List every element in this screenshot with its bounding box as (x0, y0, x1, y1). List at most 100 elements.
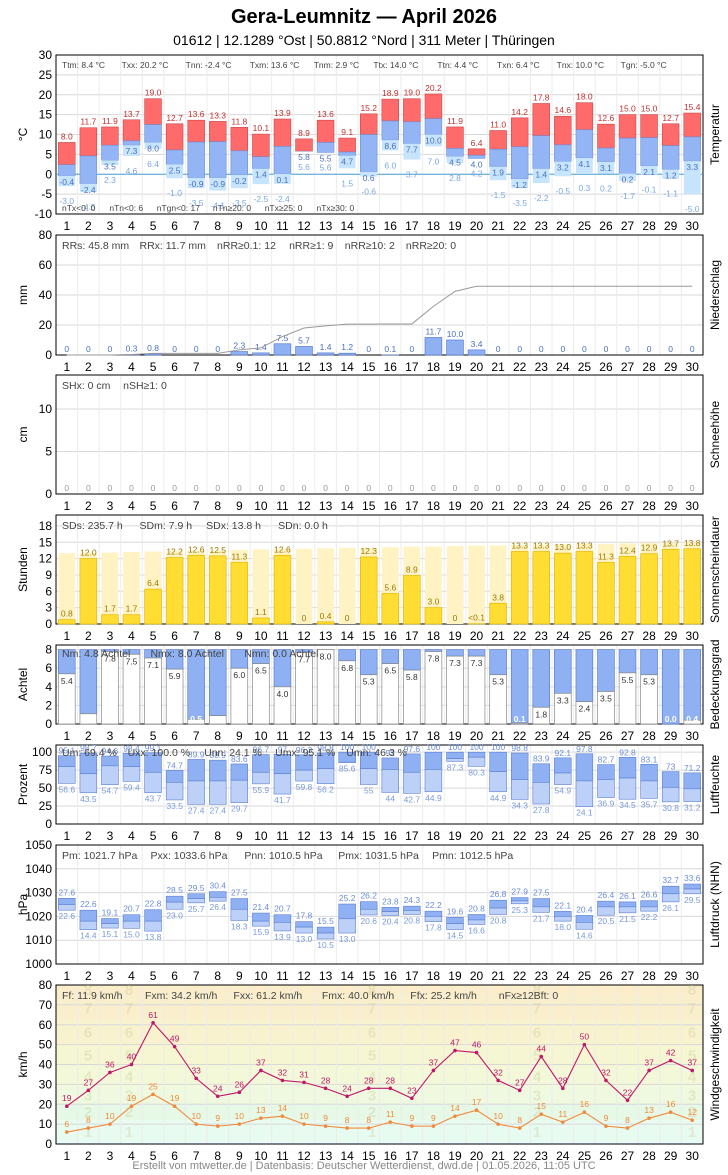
humidity-min-label: 56.2 (317, 785, 334, 795)
precip-label: 1.4 (320, 342, 332, 352)
x-tick-label: 10 (254, 969, 268, 983)
pressure-max-label: 20.7 (123, 904, 140, 914)
temp-max-label: 14.2 (511, 107, 528, 117)
wind-point (194, 1122, 198, 1126)
temp-ground-label: 0.3 (578, 183, 590, 193)
temp-min-bar (467, 154, 486, 159)
pressure-lower-bar (316, 932, 335, 940)
x-tick-label: 11 (276, 360, 289, 374)
cloud-label: 5.3 (363, 677, 375, 687)
temp-max-bar (640, 114, 658, 138)
x-tick-label: 21 (491, 499, 505, 513)
sun-possible-bar (252, 549, 270, 624)
temp-min-label: -0.4 (59, 177, 74, 187)
x-tick-label: 25 (578, 629, 592, 643)
y-tick-label: 9 (45, 568, 52, 582)
pressure-lower-bar (532, 906, 550, 913)
temp-ground-label: -3.5 (512, 198, 527, 208)
x-tick-label: 20 (470, 729, 484, 743)
plot-frame (55, 234, 704, 356)
cloud-clear-bar (510, 722, 529, 725)
wind-label: 46 (472, 1040, 482, 1050)
cloud-label: 0.0 (665, 714, 677, 724)
bft-digit: 6 (84, 1025, 92, 1042)
temp-min-label: 4.7 (341, 157, 353, 167)
pressure-lower-bar (101, 923, 119, 929)
x-tick-label: 29 (664, 829, 678, 843)
x-tick-label: 19 (448, 219, 462, 233)
stat-text: Pmn: 1012.5 hPa (432, 850, 513, 862)
x-tick-label: 16 (384, 729, 398, 743)
precip-cumulative-line (66, 285, 693, 356)
temp-ground-label: 5.6 (320, 162, 332, 172)
x-tick-label: 13 (319, 219, 333, 233)
humidity-max-label: 96.3 (296, 745, 313, 755)
temp-max-bar (554, 115, 572, 146)
cloud-label: 5.3 (643, 677, 655, 687)
x-tick-label: 29 (664, 729, 678, 743)
humidity-min-label: 41.7 (274, 795, 291, 805)
temp-min-bar (381, 120, 399, 141)
pressure-upper-bar (489, 899, 507, 909)
humidity-min-label: 24.1 (576, 808, 593, 818)
x-tick-label: 20 (470, 1149, 484, 1163)
cloud-clear-bar (165, 668, 184, 725)
stat-text: Ttx: 14.0 °C (373, 60, 418, 70)
side-label: Temperatur (708, 104, 722, 165)
x-tick-label: 28 (642, 360, 656, 374)
wind-point (496, 1122, 500, 1126)
y-tick-label: 1000 (25, 957, 52, 971)
x-tick-label: 27 (621, 360, 635, 374)
temp-ground-label: -0.5 (555, 186, 570, 196)
temp-ground-bar (79, 183, 97, 193)
sun-label: 11.3 (598, 551, 614, 561)
humidity-max-label: 98.8 (511, 743, 528, 753)
x-tick-label: 24 (556, 1149, 570, 1163)
x-tick-label: 17 (405, 629, 419, 643)
x-tick-label: 16 (384, 1149, 398, 1163)
x-tick-label: 9 (236, 969, 243, 983)
y-tick-label: 1010 (25, 933, 52, 947)
humidity-min-label: 54.9 (555, 786, 572, 796)
pressure-upper-bar (295, 921, 313, 928)
x-tick-label: 8 (214, 499, 221, 513)
cloud-covered-bar (359, 649, 378, 676)
wind-point (474, 1050, 479, 1055)
temp-ground-label: 6.0 (384, 160, 396, 170)
wind-point (496, 1078, 500, 1083)
wind-label: 9 (431, 1113, 436, 1123)
temp-min-label: 3.5 (104, 161, 116, 171)
x-tick-label: 9 (236, 219, 243, 233)
stat-text: Uxx: 100.0 % (128, 747, 190, 759)
x-tick-label: 8 (214, 969, 221, 983)
temp-ground-label: 2.3 (104, 175, 116, 185)
pressure-upper-bar (683, 883, 701, 890)
wind-label: 10 (299, 1111, 309, 1121)
temp-ground-label: -1.7 (620, 191, 635, 201)
sun-label: 13.3 (576, 541, 593, 551)
temp-ground-bar (144, 142, 162, 149)
pressure-upper-bar (338, 903, 356, 920)
stat-text: Nm: 4.8 Achtel (62, 648, 130, 660)
x-tick-label: 4 (128, 729, 135, 743)
x-tick-label: 4 (128, 829, 135, 843)
humidity-lower-bar (597, 779, 615, 798)
pressure-upper-bar (597, 900, 615, 908)
humidity-upper-bar (661, 771, 680, 788)
temp-max-bar (209, 121, 227, 142)
x-tick-label: 29 (664, 499, 678, 513)
sun-bar (510, 551, 529, 625)
bft-digit: 2 (125, 1104, 133, 1121)
wind-label: 9 (409, 1113, 414, 1123)
wind-label: 15 (537, 1101, 547, 1111)
pressure-min-label: 13.0 (339, 934, 356, 944)
cloud-label: 7.1 (147, 660, 159, 670)
humidity-lower-bar (532, 782, 550, 805)
pressure-upper-bar (187, 893, 205, 899)
temp-min-label: 4.1 (578, 159, 590, 169)
pressure-max-label: 26.1 (619, 891, 636, 901)
stat-text: nTx≥25: 0 (265, 203, 303, 213)
wind-label: 22 (623, 1087, 633, 1097)
cloud-clear-bar (295, 652, 313, 725)
